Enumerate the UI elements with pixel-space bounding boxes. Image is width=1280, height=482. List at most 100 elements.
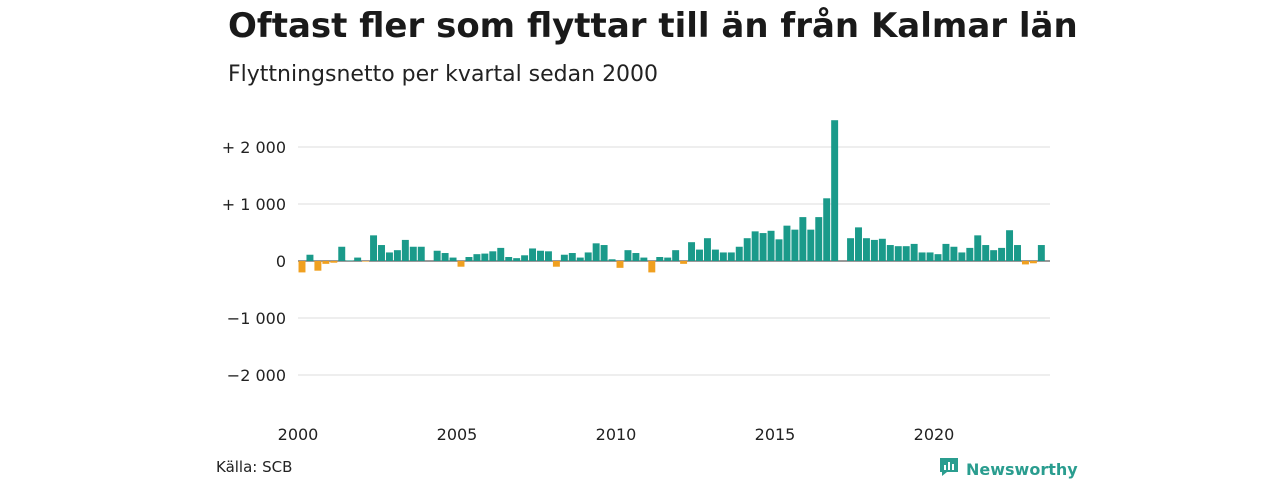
- bar: [775, 239, 783, 261]
- bar: [767, 230, 775, 261]
- bar: [314, 261, 322, 271]
- bar: [481, 253, 489, 261]
- bar: [393, 250, 401, 261]
- bar: [632, 253, 640, 261]
- bar: [703, 238, 711, 261]
- bar: [513, 258, 521, 261]
- bar: [791, 229, 799, 261]
- bar: [1037, 245, 1045, 261]
- bar: [600, 245, 608, 261]
- bar: [910, 243, 918, 261]
- y-tick-label: −2 000: [227, 366, 286, 385]
- bar: [1006, 230, 1014, 261]
- bar: [306, 254, 314, 261]
- x-tick-label: 2005: [437, 425, 478, 444]
- bar: [521, 255, 529, 261]
- bar: [544, 251, 552, 261]
- bar: [862, 238, 870, 261]
- bar: [576, 257, 584, 261]
- bar: [465, 257, 473, 261]
- x-tick-label: 2000: [278, 425, 319, 444]
- bar: [457, 261, 465, 267]
- bar: [608, 259, 616, 261]
- bar: [385, 252, 393, 261]
- bar: [735, 246, 743, 261]
- bar: [616, 261, 624, 268]
- bar: [982, 245, 990, 261]
- bar: [799, 217, 807, 261]
- chart-title: Oftast fler som flyttar till än från Kal…: [228, 6, 1078, 46]
- bar: [926, 252, 934, 261]
- bar: [672, 250, 680, 261]
- bar: [378, 245, 385, 261]
- bar: [552, 261, 560, 267]
- bar: [473, 254, 481, 261]
- bar: [656, 257, 664, 261]
- bar: [640, 257, 648, 261]
- bar: [783, 225, 791, 261]
- bar: [584, 252, 592, 261]
- bar: [568, 253, 576, 261]
- bar: [449, 257, 457, 261]
- y-tick-label: 0: [276, 252, 286, 271]
- bar: [998, 247, 1006, 261]
- bar: [823, 198, 831, 261]
- bar: [489, 251, 497, 261]
- bar: [934, 254, 942, 261]
- bar: [338, 246, 346, 261]
- bar: [401, 239, 409, 261]
- bar: [950, 246, 958, 261]
- bar: [918, 252, 926, 261]
- bar: [855, 227, 862, 261]
- bar: [751, 231, 759, 261]
- bar: [529, 248, 537, 261]
- bar: [592, 243, 600, 261]
- bar: [902, 246, 910, 261]
- bar: [664, 257, 672, 261]
- bar: [990, 250, 998, 261]
- bar: [759, 233, 767, 261]
- chart-subtitle: Flyttningsnetto per kvartal sedan 2000: [228, 62, 659, 87]
- x-tick-label: 2015: [755, 425, 796, 444]
- bar: [362, 261, 370, 262]
- bar: [870, 239, 878, 261]
- bar: [719, 252, 727, 261]
- bar: [815, 217, 823, 261]
- bar: [807, 229, 815, 261]
- y-tick-label: + 1 000: [222, 195, 286, 214]
- bar: [505, 257, 513, 261]
- bar: [886, 245, 894, 261]
- brand-name: Newsworthy: [966, 459, 1078, 479]
- bar: [894, 246, 902, 261]
- bar: [696, 249, 703, 261]
- bar: [441, 253, 449, 261]
- bar: [1029, 261, 1037, 264]
- bar: [1014, 245, 1021, 261]
- bar: [346, 260, 354, 261]
- bar: [624, 250, 632, 261]
- bar: [497, 247, 505, 261]
- bar: [370, 235, 378, 261]
- newsworthy-icon: [938, 456, 960, 482]
- bar: [433, 250, 441, 261]
- y-tick-label: + 2 000: [222, 138, 286, 157]
- newsworthy-logo[interactable]: Newsworthy: [938, 456, 1078, 482]
- x-tick-label: 2010: [596, 425, 637, 444]
- source-label: Källa: SCB: [216, 458, 293, 476]
- bar: [680, 261, 688, 264]
- bar: [974, 235, 982, 261]
- bar: [727, 252, 735, 261]
- bar: [330, 261, 338, 263]
- bar: [942, 243, 950, 261]
- bar: [417, 246, 425, 261]
- bar: [878, 238, 886, 261]
- bar: [537, 250, 544, 261]
- bar: [743, 238, 751, 261]
- bar: [711, 249, 719, 261]
- bar: [1021, 261, 1029, 265]
- bar: [648, 261, 656, 273]
- bar: [298, 261, 306, 273]
- bar: [847, 238, 855, 261]
- x-tick-label: 2020: [914, 425, 955, 444]
